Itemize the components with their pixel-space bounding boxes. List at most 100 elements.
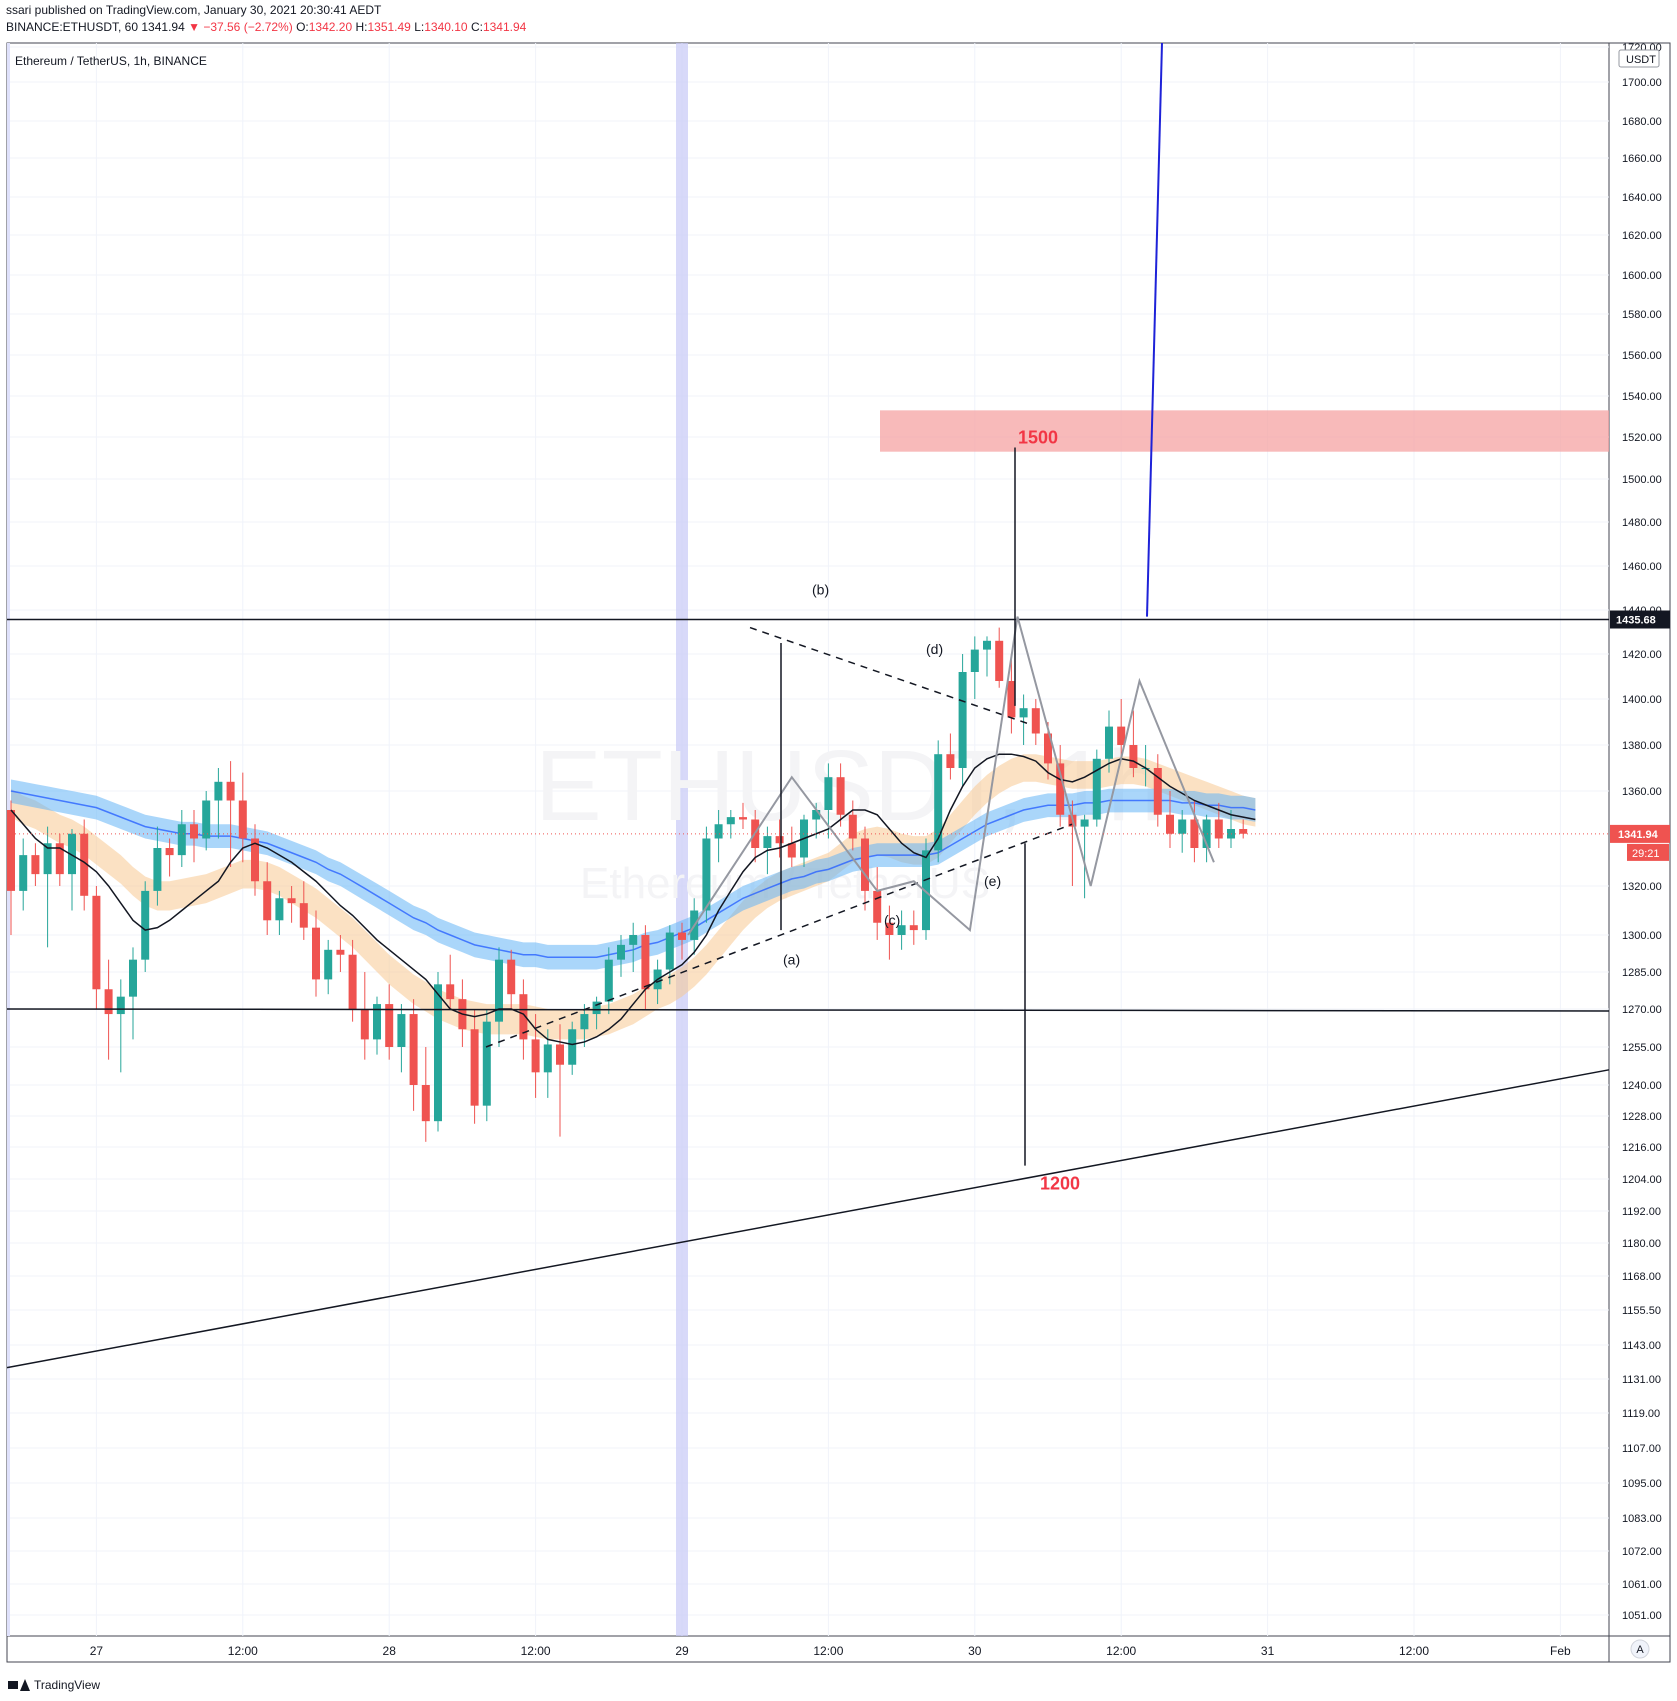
footer: TradingView	[8, 1678, 100, 1692]
tradingview-logo-icon	[8, 1678, 30, 1692]
candle-body	[714, 824, 723, 839]
candle-body	[1031, 708, 1040, 734]
price-tick-label: 1192.00	[1622, 1206, 1661, 1218]
candle-body	[31, 855, 40, 875]
price-tick-label: 1360.00	[1622, 786, 1662, 798]
candle-body	[177, 824, 186, 856]
time-tick-label: 12:00	[1106, 1644, 1136, 1658]
price-tick-label: 1143.00	[1622, 1340, 1661, 1352]
wave-label: (e)	[984, 873, 1001, 889]
candle-body	[226, 781, 235, 801]
candle-body	[153, 848, 162, 891]
price-tick-label: 1255.00	[1622, 1042, 1662, 1054]
candle-body	[104, 989, 113, 1015]
price-tick-label: 1680.00	[1622, 116, 1662, 128]
price-tick-label: 1270.00	[1622, 1004, 1662, 1016]
candle-body	[373, 1004, 381, 1040]
last-price-label: 1341.94	[1618, 829, 1659, 841]
wave-label: (a)	[783, 952, 800, 968]
time-tick-label: 12:00	[521, 1644, 551, 1658]
candle-body	[92, 895, 101, 990]
candle-body	[238, 800, 247, 839]
candle-body	[80, 833, 89, 896]
price-tick-label: 1540.00	[1622, 391, 1662, 403]
price-tick-label: 1560.00	[1622, 350, 1662, 362]
countdown-label: 29:21	[1632, 848, 1660, 860]
candle-body	[519, 994, 528, 1040]
candle-body	[1153, 768, 1162, 815]
time-tick-label: 28	[383, 1644, 397, 1658]
footer-brand: TradingView	[34, 1678, 101, 1692]
ema-fast-line	[10, 753, 1256, 1046]
candle-body	[275, 898, 284, 921]
candle-body	[409, 1014, 418, 1085]
price-tick-label: 1083.00	[1622, 1513, 1662, 1525]
candle-body	[299, 903, 308, 928]
price-tick-label: 1500.00	[1622, 474, 1662, 486]
chart-legend: Ethereum / TetherUS, 1h, BINANCE	[15, 54, 207, 68]
ema-band-blue	[11, 779, 1256, 970]
price-tick-label: 1168.00	[1622, 1271, 1661, 1283]
time-tick-label: 12:00	[813, 1644, 843, 1658]
candle-body	[470, 1029, 479, 1106]
projection-trendline	[1146, 42, 1163, 617]
price-tick-label: 1660.00	[1622, 153, 1662, 165]
price-tick-label: 1131.00	[1622, 1374, 1661, 1386]
candle-body	[678, 932, 686, 940]
candle-body	[665, 932, 674, 970]
symbol-ohlc-line: BINANCE:ETHUSDT, 60 1341.94 ▼ −37.56 (−2…	[6, 20, 526, 35]
currency-label: USDT	[1626, 54, 1656, 66]
price-tick-label: 1072.00	[1622, 1546, 1662, 1558]
candle-body	[19, 855, 28, 891]
candle-body	[897, 925, 906, 935]
candle-body	[141, 890, 150, 960]
candle-body	[970, 649, 979, 672]
session-highlight	[676, 43, 688, 1636]
candle-body	[55, 843, 64, 875]
candle-body	[190, 824, 198, 839]
candle-body	[116, 996, 125, 1015]
open-label: O:	[296, 20, 309, 34]
target-high-label: 1500	[1018, 427, 1058, 447]
wave-label: (d)	[926, 641, 943, 657]
candle-body	[312, 927, 320, 980]
candle-body	[1166, 814, 1174, 834]
candle-body	[434, 984, 442, 1122]
candle-body	[165, 848, 174, 856]
price-tick-label: 1300.00	[1622, 930, 1662, 942]
publisher-line: ssari published on TradingView.com, Janu…	[6, 3, 382, 17]
candle-body	[592, 1001, 601, 1015]
candle-body	[1080, 819, 1089, 827]
time-tick-label: Feb	[1550, 1644, 1571, 1658]
price-tick-label: 1204.00	[1622, 1174, 1662, 1186]
low-value: 1340.10	[424, 20, 468, 34]
support-line	[6, 1008, 1610, 1012]
price-tick-label: 1216.00	[1622, 1142, 1662, 1154]
wave-label: (c)	[884, 912, 900, 928]
candle-body	[202, 800, 211, 839]
target-low-label: 1200	[1040, 1174, 1080, 1194]
candle-body	[43, 843, 52, 875]
candle-body	[922, 850, 930, 931]
candle-body	[568, 1029, 577, 1065]
candle-body	[934, 754, 943, 851]
candle-body	[1239, 829, 1248, 834]
high-label: H:	[355, 20, 368, 34]
candle-body	[617, 944, 625, 960]
auto-scale-button[interactable]	[1630, 1639, 1650, 1659]
long-trendline	[6, 1069, 1610, 1369]
price-tick-label: 1061.00	[1622, 1579, 1662, 1591]
candle-body	[1129, 745, 1138, 768]
price-tick-label: 1620.00	[1622, 230, 1662, 242]
candle-body	[983, 640, 991, 650]
wave-zigzag	[687, 616, 1215, 936]
candle-body	[556, 1044, 564, 1065]
candle-body	[360, 1009, 369, 1040]
candle-body	[1190, 819, 1199, 848]
candle-body	[482, 1021, 491, 1106]
price-tick-label: 1520.00	[1622, 432, 1662, 444]
level-price-tag	[1610, 610, 1670, 629]
candle-body	[129, 959, 137, 997]
price-tick-label: 1285.00	[1622, 967, 1662, 979]
